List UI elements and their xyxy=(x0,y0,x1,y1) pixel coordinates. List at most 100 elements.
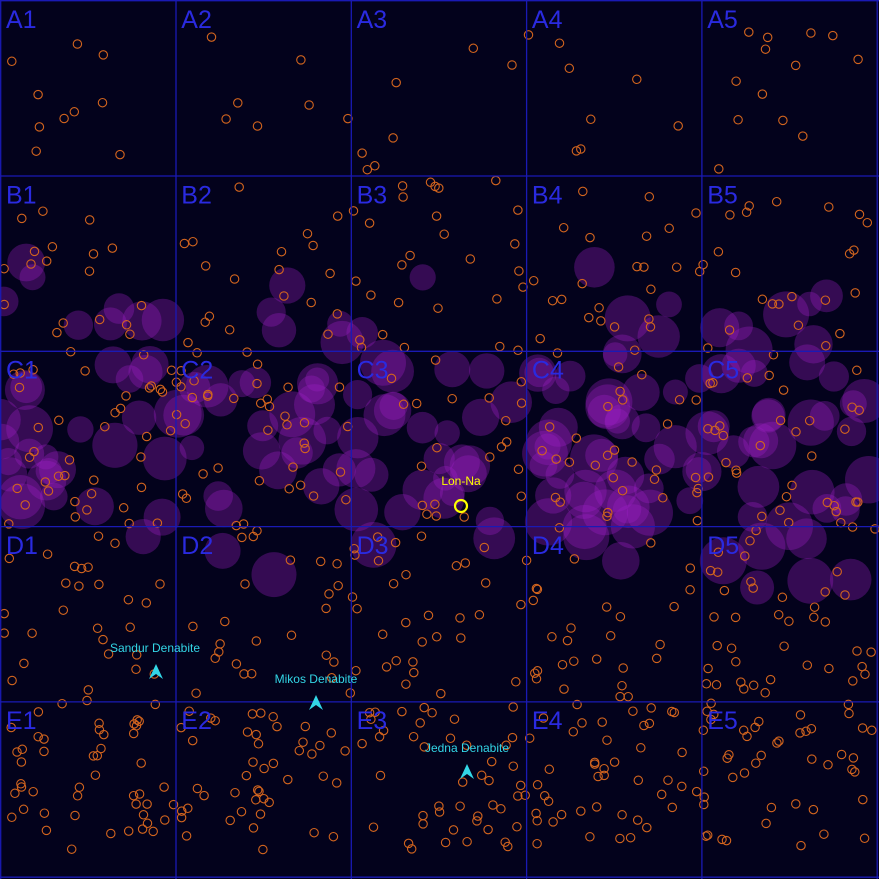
star xyxy=(17,758,25,766)
star xyxy=(868,726,876,734)
poi-sandur-denabite[interactable]: Sandur Denabite xyxy=(110,641,200,679)
star xyxy=(634,816,642,824)
star xyxy=(243,348,251,356)
star xyxy=(85,267,93,275)
star xyxy=(277,248,285,256)
nebula-blob xyxy=(564,470,606,512)
star xyxy=(409,733,417,741)
star xyxy=(330,658,338,666)
star xyxy=(778,593,786,601)
star xyxy=(668,803,676,811)
star xyxy=(99,635,107,643)
star xyxy=(618,682,626,690)
star xyxy=(773,739,781,747)
nebula-blob xyxy=(830,559,872,601)
star xyxy=(287,631,295,639)
nebula-blob xyxy=(563,514,609,560)
star xyxy=(440,230,448,238)
star xyxy=(595,304,603,312)
star xyxy=(402,680,410,688)
star xyxy=(807,29,815,37)
star xyxy=(326,269,334,277)
poi-mikos-denabite[interactable]: Mikos Denabite xyxy=(275,672,358,710)
star xyxy=(508,61,516,69)
star xyxy=(603,603,611,611)
star xyxy=(260,764,268,772)
star xyxy=(257,709,265,717)
star xyxy=(389,134,397,142)
star xyxy=(796,711,804,719)
star xyxy=(731,613,739,621)
star xyxy=(327,729,335,737)
star xyxy=(555,39,563,47)
nebula-blob xyxy=(335,488,379,532)
star xyxy=(108,244,116,252)
sector-label-e1: E1 xyxy=(6,707,37,735)
star xyxy=(86,216,94,224)
sector-label-d1: D1 xyxy=(6,532,38,560)
star xyxy=(734,116,742,124)
star xyxy=(670,602,678,610)
star xyxy=(143,800,151,808)
star xyxy=(95,580,103,588)
nebula-blob xyxy=(104,293,135,324)
star xyxy=(399,193,407,201)
star xyxy=(8,676,16,684)
star xyxy=(665,224,673,232)
star xyxy=(98,99,106,107)
nebula-blob xyxy=(144,499,181,536)
star xyxy=(686,564,694,572)
star xyxy=(256,810,264,818)
poi-jedna-denabite[interactable]: Jedna Denabite xyxy=(425,741,509,779)
star xyxy=(732,77,740,85)
star xyxy=(70,108,78,116)
star xyxy=(450,715,458,723)
star xyxy=(406,251,414,259)
star xyxy=(508,733,516,741)
star xyxy=(416,719,424,727)
star xyxy=(161,816,169,824)
star xyxy=(116,150,124,158)
star xyxy=(379,630,387,638)
star xyxy=(322,651,330,659)
star xyxy=(252,637,260,645)
star xyxy=(563,636,571,644)
star xyxy=(517,492,525,500)
nebula-blob xyxy=(76,487,114,525)
star xyxy=(758,295,766,303)
star xyxy=(647,704,655,712)
nebula-blob xyxy=(434,351,470,387)
star xyxy=(231,789,239,797)
star xyxy=(497,443,505,451)
sector-label-c1: C1 xyxy=(6,357,38,385)
star xyxy=(792,61,800,69)
star xyxy=(473,817,481,825)
star xyxy=(432,212,440,220)
star xyxy=(120,504,128,512)
star xyxy=(610,758,618,766)
star xyxy=(519,283,527,291)
star xyxy=(560,685,568,693)
star xyxy=(720,586,728,594)
star xyxy=(309,241,317,249)
star xyxy=(867,648,875,656)
star xyxy=(48,243,56,251)
star xyxy=(235,183,243,191)
star xyxy=(820,830,828,838)
star xyxy=(402,618,410,626)
star xyxy=(116,404,124,412)
star xyxy=(273,722,281,730)
star xyxy=(142,599,150,607)
star xyxy=(799,132,807,140)
star xyxy=(252,730,260,738)
star xyxy=(137,759,145,767)
star xyxy=(764,33,772,41)
star xyxy=(182,832,190,840)
poi-label: Lon-Na xyxy=(441,474,481,488)
sector-label-e3: E3 xyxy=(357,707,388,735)
star xyxy=(254,740,262,748)
star xyxy=(221,617,229,625)
arrow-marker-icon[interactable] xyxy=(460,764,474,779)
